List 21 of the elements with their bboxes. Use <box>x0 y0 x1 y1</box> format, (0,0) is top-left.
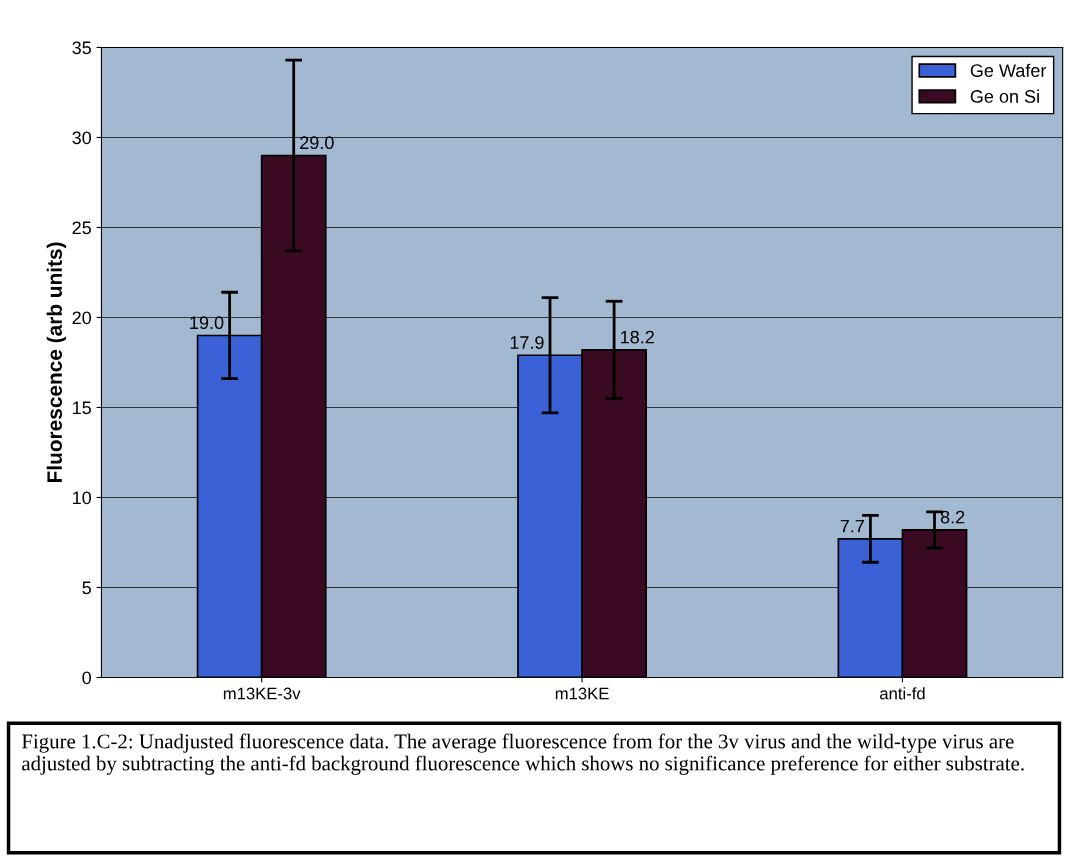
y-tick-label: 10 <box>73 491 92 505</box>
data-label: 8.2 <box>940 510 965 524</box>
caption: Figure 1.C-2: Unadjusted fluorescence data. The average fluorescence from for the 3v virus and the wild-type virus are adjusted by subtracting the anti-fd background fluorescence which shows no significance preference for either substrate. <box>21 733 1024 775</box>
y-tick-label: 30 <box>72 131 92 145</box>
data-label: 29.0 <box>300 136 334 150</box>
data-label: 18.2 <box>621 330 654 344</box>
y-tick-label: 0 <box>82 671 92 685</box>
y-tick-label: 5 <box>82 581 91 595</box>
y-tick-label: 25 <box>72 221 91 235</box>
data-label: 7.7 <box>840 519 864 533</box>
data-label: 19.0 <box>190 316 224 330</box>
y-axis-title: Fluorescence (arb units) <box>46 242 67 483</box>
x-tick-label: m13KE <box>555 687 609 700</box>
x-tick-label: m13KE-3v <box>223 687 301 700</box>
legend-label: Ge Wafer <box>970 63 1047 77</box>
x-tick-label: anti-fd <box>880 687 925 700</box>
data-label: 17.9 <box>510 336 544 349</box>
legend-label: Ge on Si <box>970 89 1039 103</box>
y-tick-label: 35 <box>72 41 91 55</box>
y-tick-label: 15 <box>73 401 91 415</box>
y-tick-label: 20 <box>72 311 92 325</box>
